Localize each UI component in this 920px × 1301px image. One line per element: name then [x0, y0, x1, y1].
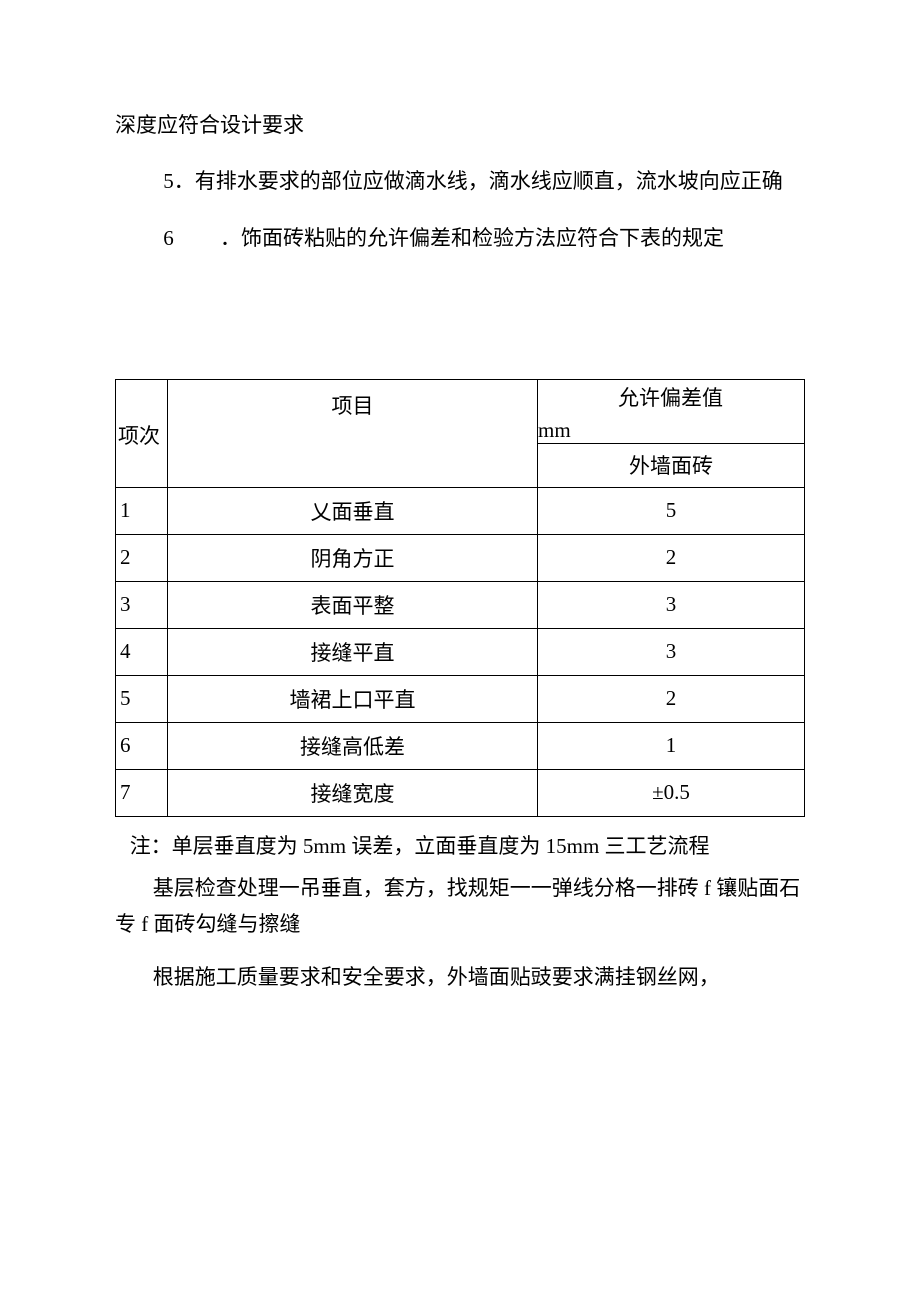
cell-num: 4 [116, 628, 168, 675]
header-val-sub: 外墙面砖 [538, 443, 805, 487]
cell-item: 乂面垂直 [168, 487, 538, 534]
cell-num: 7 [116, 769, 168, 816]
cell-val: 5 [538, 487, 805, 534]
header-item: 项目 [168, 380, 538, 488]
note-1: 注：单层垂直度为 5mm 误差，立面垂直度为 15mm 三工艺流程 [115, 825, 805, 867]
cell-val: 3 [538, 628, 805, 675]
table-row: 1 乂面垂直 5 [116, 487, 805, 534]
cell-val: 3 [538, 581, 805, 628]
paragraph-2-text: ．有排水要求的部位应做滴水线，滴水线应顺直，流水坡向应正确 [174, 169, 783, 193]
table-header-row-1: 项次 项目 允许偏差值 mm [116, 380, 805, 444]
table-row: 4 接缝平直 3 [116, 628, 805, 675]
table-row: 6 接缝高低差 1 [116, 722, 805, 769]
paragraph-2-num: 5 [163, 169, 174, 193]
spacer [115, 269, 805, 379]
paragraph-2: 5．有排水要求的部位应做滴水线，滴水线应顺直，流水坡向应正确 [115, 156, 805, 206]
header-val-unit: mm [538, 418, 800, 443]
tolerance-table: 项次 项目 允许偏差值 mm 外墙面砖 1 乂面垂直 5 2 阴角方正 2 3 … [115, 379, 805, 817]
cell-item: 接缝高低差 [168, 722, 538, 769]
cell-val: 1 [538, 722, 805, 769]
paragraph-1: 深度应符合设计要求 [115, 100, 805, 150]
header-val: 允许偏差值 mm [538, 380, 805, 444]
cell-num: 3 [116, 581, 168, 628]
note-3: 根据施工质量要求和安全要求，外墙面贴豉要求满挂钢丝网， [115, 956, 805, 998]
cell-val: 2 [538, 675, 805, 722]
cell-num: 6 [116, 722, 168, 769]
cell-val: 2 [538, 534, 805, 581]
cell-item: 阴角方正 [168, 534, 538, 581]
cell-item: 接缝宽度 [168, 769, 538, 816]
note-2: 基层检查处理一吊垂直，套方，找规矩一一弹线分格一排砖 f 镶贴面石专 f 面砖勾… [115, 871, 805, 942]
cell-val: ±0.5 [538, 769, 805, 816]
table-row: 2 阴角方正 2 [116, 534, 805, 581]
cell-num: 2 [116, 534, 168, 581]
paragraph-3: 6 ．饰面砖粘贴的允许偏差和检验方法应符合下表的规定 [115, 213, 805, 263]
cell-item: 接缝平直 [168, 628, 538, 675]
table-row: 5 墙裙上口平直 2 [116, 675, 805, 722]
paragraph-3-text: ．饰面砖粘贴的允许偏差和检验方法应符合下表的规定 [220, 226, 724, 250]
cell-num: 1 [116, 487, 168, 534]
cell-item: 表面平整 [168, 581, 538, 628]
table-row: 3 表面平整 3 [116, 581, 805, 628]
table-row: 7 接缝宽度 ±0.5 [116, 769, 805, 816]
header-num: 项次 [116, 380, 168, 488]
cell-item: 墙裙上口平直 [168, 675, 538, 722]
cell-num: 5 [116, 675, 168, 722]
header-val-label: 允许偏差值 [538, 380, 800, 418]
paragraph-3-num: 6 [163, 226, 174, 250]
